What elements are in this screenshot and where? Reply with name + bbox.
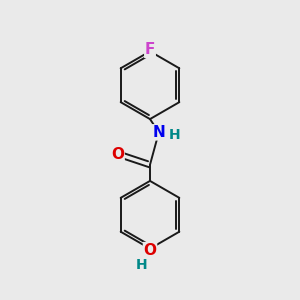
Text: O: O [111,147,124,162]
Text: O: O [143,243,157,258]
Text: H: H [169,128,181,142]
Text: H: H [135,258,147,272]
Text: F: F [145,42,155,57]
Text: N: N [152,125,165,140]
